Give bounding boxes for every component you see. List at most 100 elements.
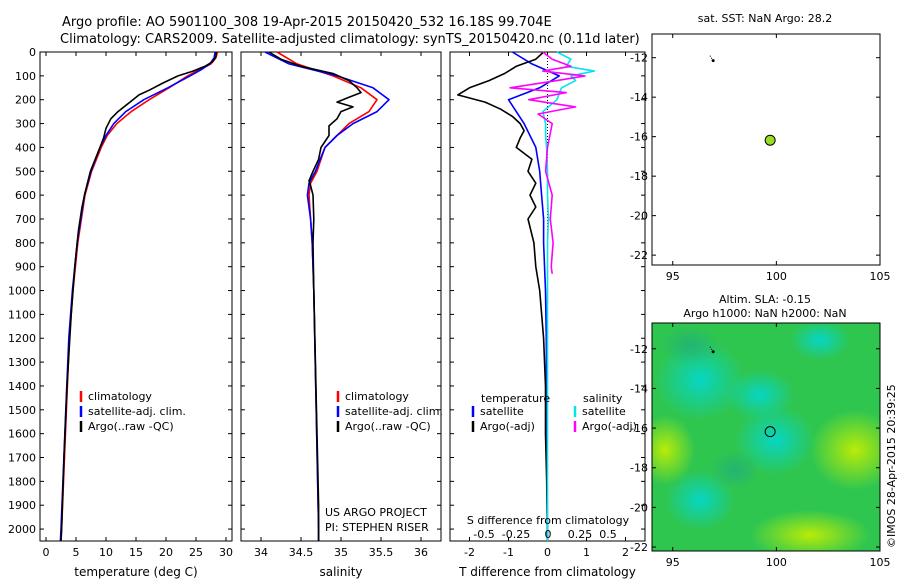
y-tick-label: 700: [15, 213, 36, 226]
x-tick-label: 10: [99, 546, 113, 559]
x-tick-label: 34: [254, 546, 268, 559]
x-tick-label: 15: [129, 546, 143, 559]
float-position-marker: [764, 134, 776, 146]
sla-map-title-line1: Altim. SLA: -0.15: [719, 293, 811, 306]
map-y-tick-label: -22: [630, 249, 648, 262]
legend-header: temperature: [481, 392, 550, 405]
previous-position-marker: [711, 59, 715, 63]
sla_map-frame: [651, 322, 881, 552]
legend-label: Argo(-adj): [582, 420, 637, 433]
map-x-tick-label: 105: [870, 270, 891, 283]
x-tick-label: 0: [43, 546, 50, 559]
map-y-tick-label: -16: [630, 131, 648, 144]
legend-label: satellite-adj. clim.: [88, 405, 186, 418]
y-tick-label: 800: [15, 237, 36, 250]
x-tick-label: 36: [414, 546, 428, 559]
y-tick-label: 900: [15, 261, 36, 274]
legend-label: Argo(..raw -QC): [88, 420, 174, 433]
top-tick-label: -0.5: [473, 528, 494, 541]
temperature-series-2: [60, 51, 218, 542]
legend-label: Argo(..raw -QC): [345, 420, 431, 433]
y-tick-label: 400: [15, 141, 36, 154]
float-track: [709, 55, 714, 61]
salinity-plot-frame: [240, 51, 442, 542]
x-tick-label: 2: [622, 546, 629, 559]
sst-map-panel: 95 100 105 -12 -14 -16 -18 -20 -22: [630, 33, 891, 283]
difference-panel: -2 -1 0 1 2 T difference from climatology temp…: [449, 51, 646, 579]
y-tick-label: 1400: [8, 380, 36, 393]
map-x-tick-label: 100: [766, 556, 787, 569]
x-tick-label: 30: [219, 546, 233, 559]
float-track: [709, 346, 714, 352]
salinity-panel: 34 34.5 35 35.5 36 salinity climatology satelli…: [240, 51, 443, 579]
sla-blob: [665, 470, 735, 530]
sla-blob: [790, 323, 850, 360]
difference-series-3: [509, 51, 586, 274]
legend-header: salinity: [583, 392, 623, 405]
y-tick-label: 100: [15, 70, 36, 83]
map-x-tick-label: 105: [870, 556, 891, 569]
sla-blob: [810, 410, 880, 490]
legend-label: climatology: [345, 390, 409, 403]
y-tick-label: 0: [29, 46, 36, 59]
y-tick-label: 200: [15, 94, 36, 107]
map-y-tick-label: -12: [630, 343, 648, 356]
map-y-tick-label: -14: [630, 91, 648, 104]
legend-label: satellite-adj. clim.: [345, 405, 443, 418]
x-tick-label: -2: [464, 546, 475, 559]
y-tick-label: 1100: [8, 308, 36, 321]
figure-title-line1: Argo profile: AO 5901100_308 19-Apr-2015…: [62, 15, 552, 30]
top-axis-label: S difference from climatology: [467, 514, 630, 527]
map-x-tick-label: 100: [766, 270, 787, 283]
top-tick-label: 0.25: [568, 528, 593, 541]
map-y-tick-label: -18: [630, 462, 648, 475]
y-tick-label: 1900: [8, 499, 36, 512]
difference-x-axis-label: T difference from climatology: [458, 565, 636, 579]
map-x-tick-label: 95: [666, 270, 680, 283]
sla-heatmap-field: [652, 323, 880, 551]
y-tick-label: 2000: [8, 523, 36, 536]
map-y-tick-label: -14: [630, 382, 648, 395]
y-tick-label: 500: [15, 165, 36, 178]
x-tick-label: 5: [73, 546, 80, 559]
project-annotation: US ARGO PROJECT: [325, 506, 427, 519]
map-y-tick-label: -20: [630, 501, 648, 514]
legend-label: satellite: [582, 405, 626, 418]
x-tick-label: 34.5: [289, 546, 314, 559]
map-x-tick-label: 95: [666, 556, 680, 569]
y-tick-label: 300: [15, 118, 36, 131]
sla-blob: [710, 450, 760, 490]
temperature-plot-frame: [39, 51, 233, 542]
map-y-tick-label: -16: [630, 422, 648, 435]
y-tick-label: 1300: [8, 356, 36, 369]
figure-title-line2: Climatology: CARS2009. Satellite-adjuste…: [60, 32, 640, 47]
x-tick-label: -1: [503, 546, 514, 559]
previous-position-marker: [711, 350, 715, 354]
map-y-tick-label: -22: [630, 541, 648, 554]
legend-label: satellite: [480, 405, 524, 418]
temperature-panel: 0 5 10 15 20 25 30 temperature (deg C) 0 100 200 30…: [8, 46, 233, 579]
x-tick-label: 25: [189, 546, 203, 559]
y-tick-label: 1500: [8, 404, 36, 417]
legend-label: climatology: [88, 390, 152, 403]
map-y-tick-label: -20: [630, 210, 648, 223]
map-y-tick-label: -18: [630, 170, 648, 183]
top-tick-label: 0: [545, 528, 552, 541]
y-tick-label: 1600: [8, 428, 36, 441]
top-tick-label: 0.5: [599, 528, 617, 541]
map-y-tick-label: -12: [630, 52, 648, 65]
pi-annotation: PI: STEPHEN RISER: [325, 521, 429, 534]
sla-blob: [735, 405, 815, 475]
y-tick-label: 600: [15, 189, 36, 202]
salinity-series-2: [268, 51, 362, 541]
difference-series-2: [541, 51, 596, 541]
sla-map-title-line2: Argo h1000: NaN h2000: NaN: [683, 307, 846, 320]
y-tick-label: 1800: [8, 475, 36, 488]
legend-label: Argo(-adj): [480, 420, 535, 433]
y-tick-label: 1200: [8, 332, 36, 345]
sla-blob: [750, 510, 870, 551]
imos-credit: ©IMOS 28-Apr-2015 20:39:25: [885, 384, 898, 548]
sla-map-panel: 95 100 105 -12 -14 -16 -18 -20 -22: [630, 322, 891, 569]
temperature-x-axis-label: temperature (deg C): [74, 565, 197, 579]
top-tick-label: -0.25: [502, 528, 530, 541]
